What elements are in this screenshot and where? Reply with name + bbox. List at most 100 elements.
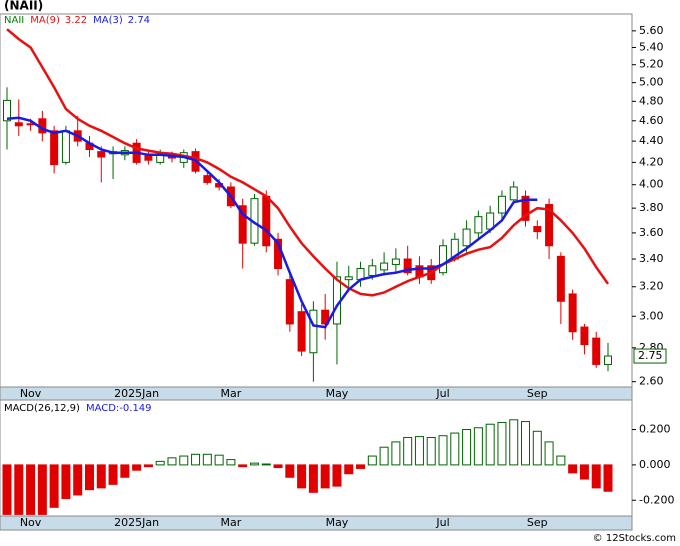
macd-legend: MACD(26,12,9) MACD:-0.149	[4, 403, 152, 414]
candle-body	[321, 309, 330, 325]
macd-bar	[462, 429, 472, 466]
macd-bar	[367, 455, 377, 466]
macd-bar	[332, 464, 342, 487]
macd-bar	[14, 464, 24, 515]
legend-name: MA(9)	[30, 15, 60, 26]
macd-bar	[344, 464, 354, 475]
ma-line	[6, 116, 538, 329]
macd-bar	[532, 430, 542, 466]
macd-bar	[308, 464, 318, 493]
y-tick-label: 4.40	[639, 134, 664, 147]
y-tick-label: -0.200	[639, 493, 674, 506]
candle-body	[368, 265, 377, 276]
macd-bar	[379, 446, 389, 466]
candle-body	[97, 151, 106, 158]
macd-bar	[167, 457, 177, 466]
candle-body	[509, 186, 518, 201]
y-tick-label: 5.40	[639, 40, 664, 53]
ma-line	[6, 28, 610, 297]
candle-body	[50, 130, 59, 166]
legend-value: 2.74	[128, 15, 150, 26]
macd-bar	[179, 455, 189, 466]
candle-body	[14, 122, 23, 127]
y-tick-label: 4.80	[639, 94, 664, 107]
macd-bar	[391, 441, 401, 466]
legend: NAII MA(9) 3.22 MA(3) 2.74	[4, 15, 150, 26]
y-tick-label: 3.20	[639, 280, 664, 293]
macd-bar	[49, 464, 59, 508]
macd-bar	[297, 464, 307, 489]
macd-bar	[509, 419, 519, 466]
candle-body	[61, 130, 70, 163]
y-tick-label: 3.80	[639, 201, 664, 214]
candle-body	[439, 245, 448, 274]
macd-bar	[426, 436, 436, 466]
candle-body	[391, 258, 400, 265]
y-tick-label: 5.60	[639, 24, 664, 37]
candle-body	[604, 355, 612, 365]
candle-body	[592, 337, 601, 365]
legend-name: MA(3)	[93, 15, 123, 26]
candle-body	[545, 204, 554, 247]
macd-bar	[403, 436, 413, 466]
macd-bar	[568, 464, 578, 474]
macd-bar	[155, 460, 165, 466]
macd-bar	[214, 454, 224, 466]
macd-bar	[84, 464, 94, 491]
candle-body	[521, 195, 530, 221]
x-tick-label: May	[326, 516, 349, 529]
candle-body	[309, 309, 318, 354]
macd-bar	[438, 435, 448, 466]
macd-bar	[261, 463, 271, 466]
macd-bar	[320, 464, 330, 489]
x-tick-label: Nov	[20, 516, 42, 529]
x-tick-label: Sep	[527, 387, 548, 400]
chart-title: (NAII)	[4, 0, 43, 13]
macd-bar	[132, 464, 142, 471]
candle-body	[474, 216, 483, 234]
y-tick-label: 4.20	[639, 155, 664, 168]
candle-body	[144, 155, 153, 161]
candle-body	[297, 311, 306, 352]
y-tick-label: 5.20	[639, 58, 664, 71]
candle-body	[533, 226, 542, 233]
macd-bar	[96, 464, 106, 489]
y-tick-label: 4.60	[639, 114, 664, 127]
macd-value: MACD:-0.149	[86, 403, 152, 414]
macd-bar	[26, 464, 36, 515]
x-tick-label: 2025Jan	[114, 387, 159, 400]
macd-bar	[73, 464, 83, 496]
macd-bar	[521, 421, 531, 466]
candle-body	[568, 293, 577, 333]
footer: © 12Stocks.com	[593, 533, 676, 544]
candle-body	[203, 175, 212, 183]
candle-body	[580, 326, 589, 346]
x-tick-label: Sep	[527, 516, 548, 529]
macd-bar	[485, 423, 495, 466]
candle-body	[497, 195, 506, 214]
candle-body	[556, 255, 565, 302]
macd-bar	[414, 436, 424, 466]
macd-bar	[2, 464, 12, 515]
macd-bar	[544, 441, 554, 466]
y-tick-label: 3.60	[639, 226, 664, 239]
candle-body	[403, 258, 412, 274]
x-tick-label: Mar	[221, 387, 242, 400]
last-price: 2.75	[638, 349, 663, 362]
candle-body	[285, 279, 294, 325]
macd-title: MACD(26,12,9)	[4, 403, 80, 414]
y-tick-label: 0.200	[639, 423, 671, 436]
x-axis-strip	[0, 515, 633, 531]
macd-bar	[556, 455, 566, 466]
macd-bar	[108, 464, 118, 485]
macd-bar	[473, 427, 483, 466]
candle-body	[262, 195, 271, 247]
macd-bar	[61, 464, 71, 499]
x-tick-label: May	[326, 387, 349, 400]
candle-body	[238, 205, 247, 244]
macd-bar	[579, 464, 589, 480]
candle-body	[344, 276, 353, 281]
macd-bar	[450, 432, 460, 466]
y-tick-label: 0.000	[639, 458, 671, 471]
y-tick-label: 4.00	[639, 178, 664, 191]
